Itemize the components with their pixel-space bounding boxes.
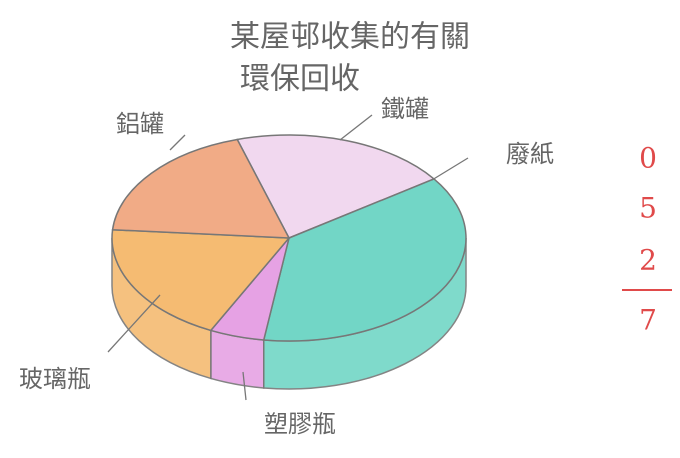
pie <box>111 134 467 390</box>
slice <box>262 178 467 342</box>
slice-label: 廢紙 <box>506 140 554 168</box>
slice-label: 塑膠瓶 <box>264 410 336 438</box>
chart-title: 環保回收 <box>240 62 360 97</box>
slice <box>111 228 291 332</box>
annotation: 5 <box>639 192 657 225</box>
slice <box>236 134 436 239</box>
slice-label: 鐵罐 <box>381 95 429 123</box>
leader-lines <box>107 114 469 401</box>
annotation: 2 <box>639 244 657 277</box>
slice-label: 鋁罐 <box>116 110 164 138</box>
slice-label: 玻璃瓶 <box>19 365 91 393</box>
chart-title: 某屋邨收集的有關 <box>230 20 470 55</box>
slice <box>111 138 291 239</box>
annotation: 0 <box>639 142 657 175</box>
annotation: 7 <box>639 304 657 337</box>
